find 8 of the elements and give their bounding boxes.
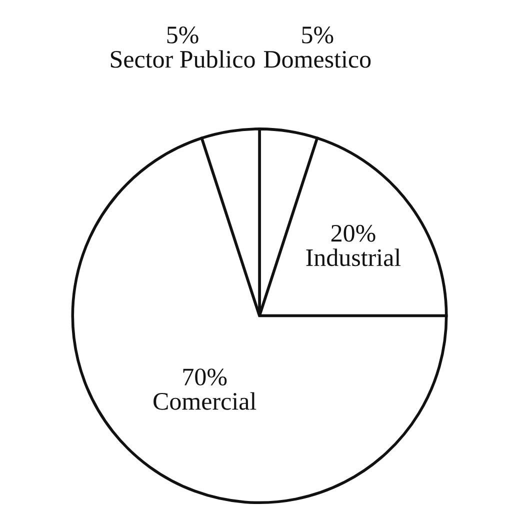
slice-label: Sector Publico xyxy=(110,50,255,68)
slice-label: Domestico xyxy=(264,50,371,68)
slice-label: Comercial xyxy=(154,392,256,410)
data-label: 5% xyxy=(167,26,198,44)
data-label: 20% xyxy=(331,224,376,242)
slice-label: Industrial xyxy=(306,248,401,266)
data-label: 70% xyxy=(183,368,227,386)
data-label: 5% xyxy=(302,26,334,44)
